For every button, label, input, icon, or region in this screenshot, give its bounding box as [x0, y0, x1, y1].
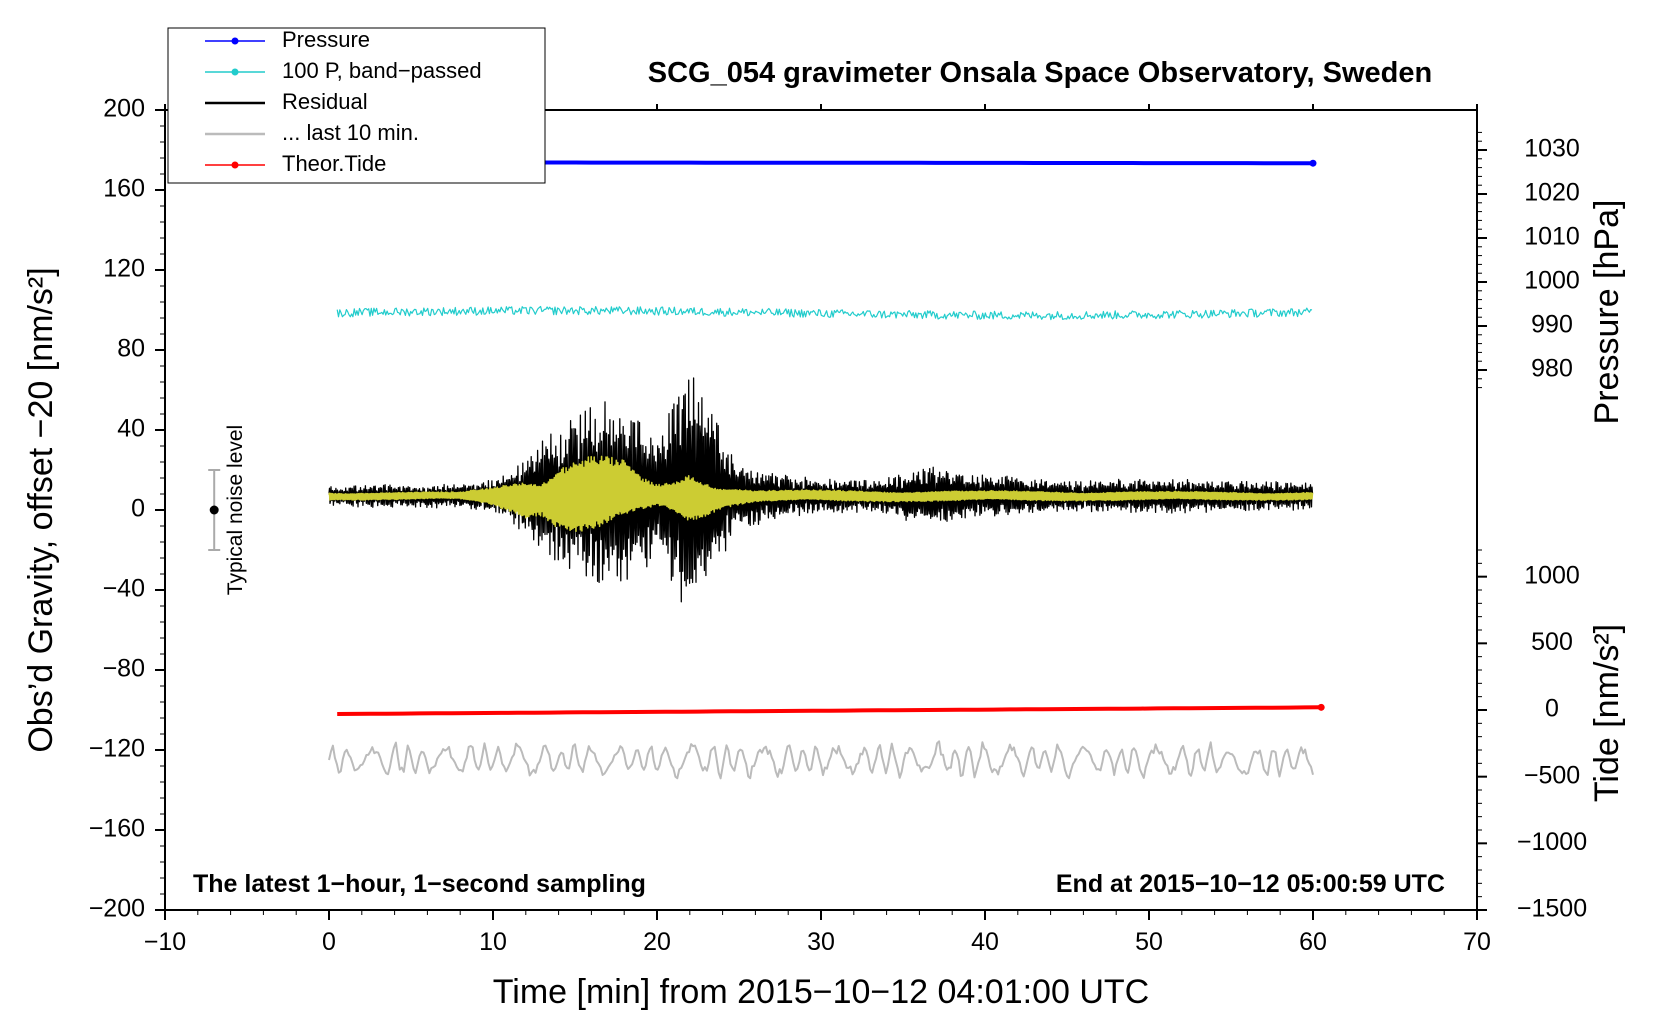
legend-items: Pressure 100 P, band−passed Residual ... la… — [205, 27, 482, 176]
y-tick-label-left: 160 — [103, 175, 145, 203]
annotation-bottom-right: End at 2015−10−12 05:00:59 UTC — [1056, 870, 1445, 898]
y-tick-label-left: −40 — [103, 575, 145, 603]
series-layer — [328, 159, 1325, 780]
legend-box — [167, 27, 546, 184]
series-theor-tide-end-point — [1317, 703, 1325, 711]
legend: Pressure 100 P, band−passed Residual ... la… — [167, 27, 546, 184]
legend-label: ... last 10 min. — [282, 120, 419, 145]
y-tick-label-left: −160 — [89, 815, 145, 843]
y-tick-label-left: 80 — [117, 335, 145, 363]
y-tick-label-left: −80 — [103, 655, 145, 683]
pressure-tick-label: 980 — [1531, 355, 1573, 383]
y-axis-label-tide: Tide [nm/s²] — [1588, 624, 1626, 802]
x-tick-label: 70 — [1463, 928, 1491, 956]
legend-swatch-dot — [231, 161, 239, 169]
y-axis-label-left: Obs’d Gravity, offset −20 [nm/s²] — [22, 267, 60, 752]
y-tick-label-left: 200 — [103, 95, 145, 123]
series-band-passed-line — [336, 305, 1313, 321]
tide-tick-label: 500 — [1531, 628, 1573, 656]
axes-layer: −10 0 10 20 30 40 50 60 7020016012080400−40−80−1… — [89, 95, 1587, 956]
pressure-tick-label: 1020 — [1524, 179, 1580, 207]
x-tick-label: 50 — [1135, 928, 1163, 956]
tide-tick-label: −1500 — [1517, 895, 1587, 923]
tide-tick-label: −500 — [1524, 761, 1580, 789]
x-tick-label: 40 — [971, 928, 999, 956]
y-tick-label-left: 40 — [117, 415, 145, 443]
x-tick-label: 10 — [479, 928, 507, 956]
legend-swatch-dot — [231, 68, 239, 76]
y-tick-label-left: −200 — [89, 895, 145, 923]
pressure-tick-label: 990 — [1531, 311, 1573, 339]
y-tick-label-left: −120 — [89, 735, 145, 763]
pressure-tick-label: 1000 — [1524, 267, 1580, 295]
series-pressure-end-point — [1309, 159, 1317, 167]
x-tick-label: 0 — [322, 928, 336, 956]
y-axis-label-pressure: Pressure [hPa] — [1588, 200, 1626, 425]
x-tick-label: 30 — [807, 928, 835, 956]
plot-frame — [164, 109, 1478, 911]
legend-label: Pressure — [282, 27, 370, 52]
noise-level-indicator: Typical noise level — [208, 425, 247, 595]
noise-bar-center-dot — [209, 505, 219, 515]
legend-swatch-dot — [231, 37, 239, 45]
x-tick-label: 60 — [1299, 928, 1327, 956]
y-tick-label-left: 0 — [131, 495, 145, 523]
x-tick-label: 20 — [643, 928, 671, 956]
pressure-tick-label: 1030 — [1524, 135, 1580, 163]
tide-tick-label: 1000 — [1524, 561, 1580, 589]
series-theor-tide-line — [337, 705, 1322, 716]
legend-label: 100 P, band−passed — [282, 58, 482, 83]
x-axis-label: Time [min] from 2015−10−12 04:01:00 UTC — [493, 973, 1149, 1011]
pressure-tick-label: 1010 — [1524, 223, 1580, 251]
series-last-10-min-line — [328, 740, 1314, 780]
tide-tick-label: 0 — [1545, 695, 1559, 723]
noise-bar-label: Typical noise level — [224, 425, 247, 595]
legend-label: Residual — [282, 89, 368, 114]
y-tick-label-left: 120 — [103, 255, 145, 283]
x-tick-label: −10 — [144, 928, 186, 956]
series-fitted-signal-line — [328, 455, 1314, 533]
annotation-bottom-left: The latest 1−hour, 1−second sampling — [193, 870, 646, 898]
tide-tick-label: −1000 — [1517, 828, 1587, 856]
legend-label: Theor.Tide — [282, 151, 386, 176]
chart-title: SCG_054 gravimeter Onsala Space Observat… — [648, 57, 1432, 89]
